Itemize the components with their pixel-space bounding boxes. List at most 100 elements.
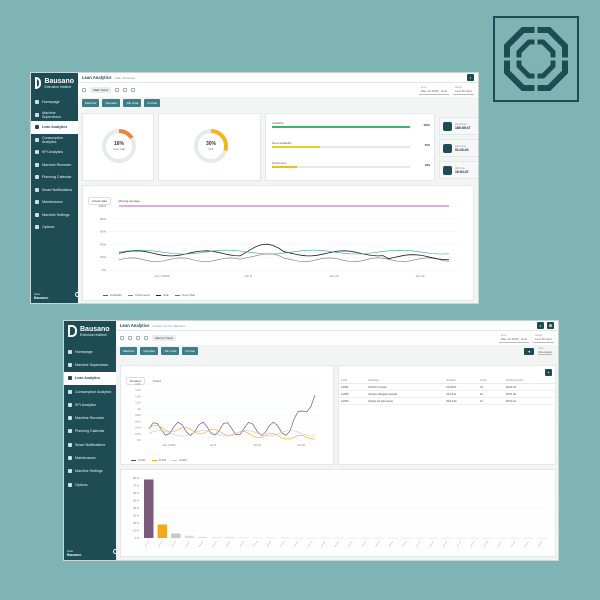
forward-icon[interactable] [128,336,132,340]
distribution-bar[interactable] [388,537,398,539]
sidebar-item[interactable]: Machine Recorder [31,159,78,172]
distribution-bar[interactable] [211,537,222,538]
filter-button[interactable]: Machine [120,347,138,355]
sidebar-item[interactable]: Maintenance [31,196,78,209]
sidebar-item[interactable]: Maintenance [64,451,116,464]
filter-button[interactable]: Format [144,99,160,107]
export-icon[interactable] [130,88,135,92]
distribution-bar[interactable] [523,537,534,539]
legend-item[interactable]: Performance [128,294,150,297]
filter-button[interactable]: Job code [161,347,180,355]
column-header[interactable]: Code [339,378,367,384]
distribution-bar[interactable] [293,537,303,539]
user-box[interactable]: User Bausano [34,292,48,300]
notifications-button[interactable]: • [537,322,544,329]
copy-icon[interactable] [122,88,127,92]
legend-item[interactable]: AL005 [152,459,167,462]
sidebar-item[interactable]: Consumption Analytics [64,385,116,398]
distribution-bar[interactable] [510,537,520,539]
sidebar-item[interactable]: Options [64,478,116,491]
sidebar-item[interactable]: Homepage [64,345,116,358]
sidebar-item[interactable]: Planning Calendar [64,425,116,438]
notifications-button[interactable]: • [467,74,474,81]
distribution-bar[interactable] [537,537,547,539]
filter-button[interactable]: Job code [123,99,142,107]
sidebar-item[interactable]: Machine Recorder [64,411,116,424]
date-range-field[interactable]: Range Last 30 days [452,86,474,95]
distribution-bar[interactable] [456,537,466,539]
sidebar-item[interactable]: Machine Settings [31,209,78,222]
filter-button[interactable]: Operator [102,99,121,107]
legend-item[interactable]: Ouput OEE [175,294,195,297]
distribution-bar[interactable] [306,537,317,539]
filter-select[interactable]: Filter Messages [538,347,552,355]
distribution-bar[interactable] [252,537,263,539]
copy-icon[interactable] [144,336,148,340]
settings-icon[interactable] [114,88,119,92]
distribution-bar[interactable] [279,537,290,539]
sidebar-item[interactable]: Planning Calendar [31,171,78,184]
distribution-bar[interactable] [144,479,154,539]
sidebar-item[interactable]: Options [31,221,78,234]
user-box[interactable]: User Bausano [67,549,81,557]
distribution-bar[interactable] [320,537,330,539]
sidebar-item[interactable]: KPI Analytics [64,398,116,411]
distribution-bar[interactable] [442,537,452,539]
distribution-bar[interactable] [401,537,412,539]
column-header[interactable]: Duration [444,378,478,384]
filter-button[interactable]: Machine [82,99,100,107]
sidebar-item[interactable]: Consumption Analytics [31,134,78,147]
distribution-bar[interactable] [361,537,371,539]
table-row[interactable]: AL006 Motore ha alta tempo 00:14:30 12 00:01… [339,397,555,405]
distribution-bar[interactable] [198,536,208,538]
legend-item[interactable]: Availability [103,294,122,297]
distribution-bar[interactable] [266,537,276,539]
sidebar-item[interactable]: Machine Supervision [64,358,116,371]
distribution-bar[interactable] [171,533,181,539]
back-icon[interactable] [82,88,86,92]
distribution-bar[interactable] [469,537,480,539]
view-chip[interactable]: Alarms Trend [152,335,176,341]
distribution-bar[interactable] [428,537,439,539]
column-header[interactable]: Count [477,378,504,384]
date-from-field[interactable]: From May 12 2025 - Now [498,334,529,343]
legend-item[interactable]: AL004 [131,459,146,462]
expand-table-button[interactable]: + [545,369,552,376]
tab-actual-data[interactable]: Actual data [88,197,112,205]
distribution-bar[interactable] [483,537,493,539]
distribution-bar[interactable] [238,537,249,538]
legend-item[interactable]: AL006 [172,459,187,462]
sidebar-item[interactable]: Smart Notifications [31,184,78,197]
sidebar-item[interactable]: KPI Analytics [31,146,78,159]
table-row[interactable]: AL004 DOSLUT recipe 02:18:01 79 00:01:45 [339,383,555,391]
distribution-bar[interactable] [415,537,425,539]
column-header[interactable]: Duration/Count [503,378,555,384]
distribution-bar[interactable] [347,537,357,539]
distribution-bar[interactable] [374,537,385,539]
sidebar-item[interactable]: Smart Notifications [64,438,116,451]
sidebar-item[interactable]: Lean Analytics [64,371,116,385]
column-header[interactable]: Message [366,378,445,384]
tab-moving-average[interactable]: Moving average [118,199,140,203]
legend-item[interactable]: OEE [156,294,168,297]
sidebar-item[interactable]: Machine Settings [64,465,116,478]
sidebar-item[interactable]: Machine Supervision [31,109,78,122]
date-range-field[interactable]: Range Last 30 days [532,334,554,343]
settings-icon[interactable] [136,336,140,340]
distribution-bar[interactable] [225,537,235,538]
distribution-bar[interactable] [157,524,168,539]
sidebar-item[interactable]: Lean Analytics [31,121,78,134]
back-icon[interactable] [120,336,124,340]
distribution-bar[interactable] [333,537,344,539]
distribution-bar[interactable] [496,537,507,539]
filter-button[interactable]: Format [182,347,198,355]
view-chip[interactable]: OEE Trend [90,87,111,93]
filter-toggle-button[interactable]: ▾ [524,347,535,355]
tab-duration[interactable]: Duration [126,377,146,385]
date-from-field[interactable]: From May 12 2025 - Now [418,86,449,95]
settings-button[interactable]: ⚙ [547,322,554,329]
distribution-bar[interactable] [184,535,195,538]
filter-button[interactable]: Operator [140,347,159,355]
table-row[interactable]: AL005 Sensor collegato periodo 01:13:11 44 0… [339,390,555,398]
tab-count[interactable]: Count [152,379,161,383]
